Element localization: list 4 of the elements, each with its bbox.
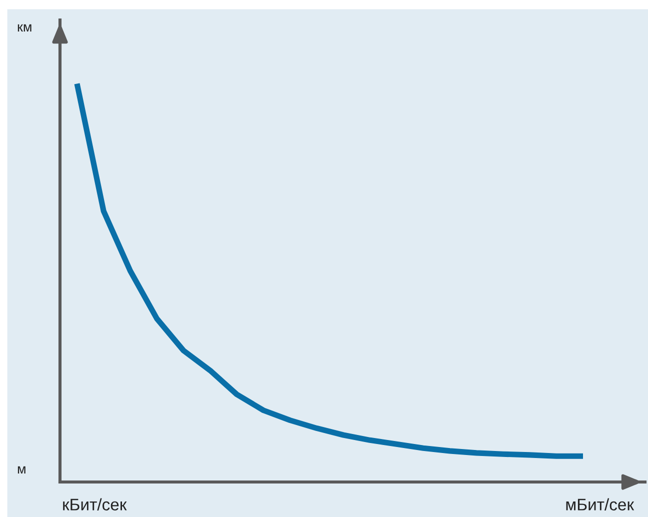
text: км xyxy=(18,24,32,32)
text: мБит/сек xyxy=(566,498,634,510)
text: кБит/сек xyxy=(63,498,127,510)
text: м xyxy=(18,466,26,474)
